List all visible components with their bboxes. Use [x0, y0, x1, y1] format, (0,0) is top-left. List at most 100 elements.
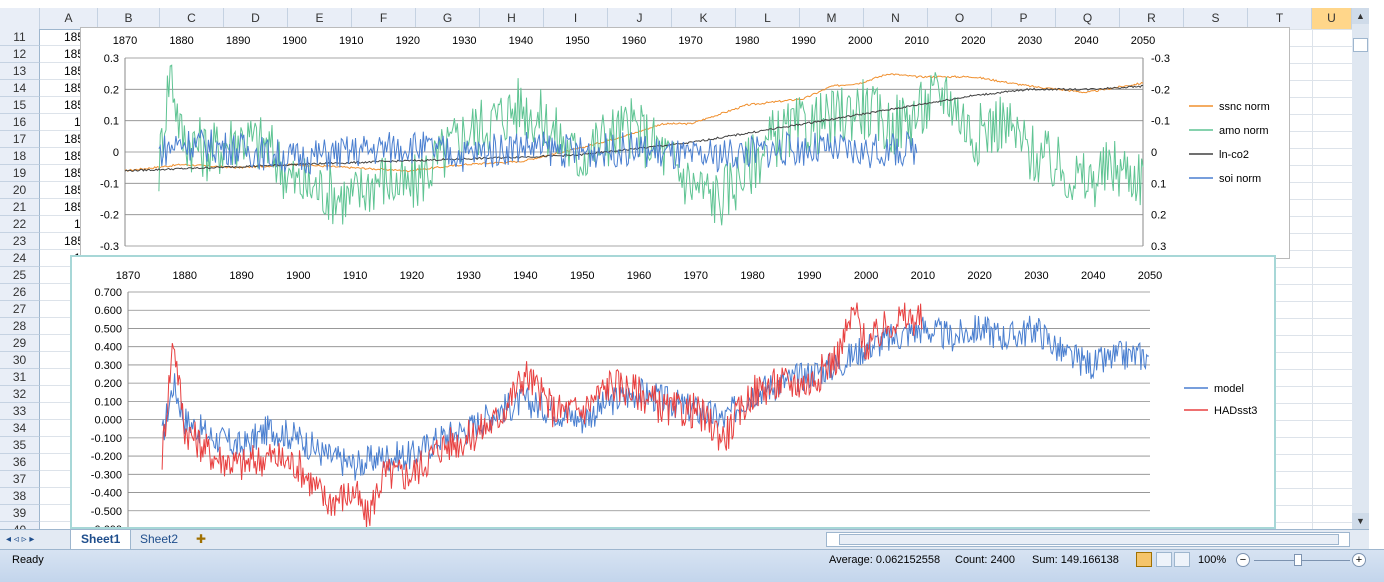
column-header-k[interactable]: K [672, 8, 736, 29]
column-header-o[interactable]: O [928, 8, 992, 29]
normal-view-icon[interactable] [1136, 552, 1152, 567]
column-header-f[interactable]: F [352, 8, 416, 29]
column-header-h[interactable]: H [480, 8, 544, 29]
tab-sheet1[interactable]: Sheet1 [70, 530, 132, 550]
row-header[interactable]: 23 [0, 233, 40, 250]
row-header[interactable]: 11 [0, 29, 40, 46]
scroll-up-icon[interactable]: ▲ [1352, 8, 1369, 24]
vertical-scrollbar[interactable]: ▲ ▼ [1352, 8, 1369, 529]
row-header[interactable]: 13 [0, 63, 40, 80]
y-tick-label: 0.2 [104, 84, 119, 96]
row-header[interactable]: 25 [0, 267, 40, 284]
row-header[interactable]: 32 [0, 386, 40, 403]
row-header[interactable]: 30 [0, 352, 40, 369]
row-header[interactable]: 35 [0, 437, 40, 454]
column-header-b[interactable]: B [98, 8, 160, 29]
column-header-m[interactable]: M [800, 8, 864, 29]
x-tick-label: 2000 [854, 270, 878, 282]
column-header-s[interactable]: S [1184, 8, 1248, 29]
y-tick-label: 0.3 [104, 53, 119, 65]
column-header-l[interactable]: L [736, 8, 800, 29]
column-header-i[interactable]: I [544, 8, 608, 29]
y-tick-label: 0.1 [104, 116, 119, 128]
row-header[interactable]: 37 [0, 471, 40, 488]
column-header-r[interactable]: R [1120, 8, 1184, 29]
column-header-j[interactable]: J [608, 8, 672, 29]
row-header[interactable]: 28 [0, 318, 40, 335]
row-header[interactable]: 36 [0, 454, 40, 471]
row-header[interactable]: 31 [0, 369, 40, 386]
row-header[interactable]: 26 [0, 284, 40, 301]
y-tick-label: 0.400 [94, 342, 122, 354]
y-tick-label: 0.700 [94, 287, 122, 299]
series-line-ssnc-norm [124, 73, 1144, 173]
zoom-level: 100% [1198, 554, 1227, 566]
page-break-icon[interactable] [1174, 552, 1190, 567]
column-header-d[interactable]: D [224, 8, 288, 29]
row-header[interactable]: 14 [0, 80, 40, 97]
row-header[interactable]: 16 [0, 114, 40, 131]
series-line-ln-co2 [124, 84, 1144, 172]
column-header-n[interactable]: N [864, 8, 928, 29]
row-header[interactable]: 15 [0, 97, 40, 114]
x-tick-label: 1980 [740, 270, 764, 282]
column-header-e[interactable]: E [288, 8, 352, 29]
column-header-q[interactable]: Q [1056, 8, 1120, 29]
x-tick-label: 1920 [396, 35, 420, 47]
row-header[interactable]: 34 [0, 420, 40, 437]
horizontal-scrollbar[interactable] [826, 532, 1350, 547]
status-count: Count: 2400 [955, 554, 1015, 566]
x-tick-label: 1920 [400, 270, 424, 282]
row-header[interactable]: 24 [0, 250, 40, 267]
x-tick-label: 1970 [678, 35, 702, 47]
x-tick-label: 1980 [735, 35, 759, 47]
scroll-down-icon[interactable]: ▼ [1352, 513, 1369, 529]
row-header[interactable]: 39 [0, 505, 40, 522]
x-tick-label: 1990 [791, 35, 815, 47]
y-tick-label: -0.1 [100, 178, 119, 190]
page-layout-icon[interactable] [1156, 552, 1172, 567]
zoom-out-icon[interactable]: − [1236, 553, 1250, 567]
tab-nav-icons[interactable]: ◂ ◃ ▹ ▸ [6, 534, 35, 545]
row-header[interactable]: 33 [0, 403, 40, 420]
row-header[interactable]: 38 [0, 488, 40, 505]
row-header[interactable]: 22 [0, 216, 40, 233]
row-header[interactable]: 21 [0, 199, 40, 216]
tab-sheet2[interactable]: Sheet2 [140, 532, 179, 546]
zoom-in-icon[interactable]: + [1352, 553, 1366, 567]
column-header-g[interactable]: G [416, 8, 480, 29]
x-tick-label: 1910 [343, 270, 367, 282]
scroll-thumb[interactable] [1353, 38, 1368, 52]
row-header[interactable]: 27 [0, 301, 40, 318]
row-header[interactable]: 12 [0, 46, 40, 63]
x-tick-label: 1990 [797, 270, 821, 282]
row-header[interactable]: 17 [0, 131, 40, 148]
sheet-tab-bar: ◂ ◃ ▹ ▸ Sheet1 Sheet2 ✚ [0, 529, 1369, 550]
zoom-slider-track[interactable] [1254, 560, 1350, 561]
y-tick-label: 0.500 [94, 323, 122, 335]
status-bar: Ready Average: 0.062152558 Count: 2400 S… [0, 549, 1384, 582]
x-tick-label: 2020 [967, 270, 991, 282]
chart-bottom[interactable]: 0.700 0.600 0.500 0.400 0.300 0.200 0.100 0.000… [70, 255, 1276, 536]
x-tick-label: 1880 [173, 270, 197, 282]
column-header-t[interactable]: T [1248, 8, 1312, 29]
zoom-slider-handle[interactable] [1294, 554, 1302, 566]
y-tick-label: -0.100 [91, 433, 122, 445]
row-header[interactable]: 18 [0, 148, 40, 165]
row-header[interactable]: 29 [0, 335, 40, 352]
y-tick-label: -0.200 [91, 451, 122, 463]
column-header-u[interactable]: U [1312, 8, 1352, 29]
column-header-c[interactable]: C [160, 8, 224, 29]
row-header[interactable]: 19 [0, 165, 40, 182]
column-header-p[interactable]: P [992, 8, 1056, 29]
row-header[interactable]: 20 [0, 182, 40, 199]
y-tick-label: 0.600 [94, 305, 122, 317]
x-tick-label: 1960 [627, 270, 651, 282]
hscroll-thumb[interactable] [839, 534, 1339, 545]
insert-sheet-icon[interactable]: ✚ [196, 532, 207, 546]
column-header-a[interactable]: A [40, 8, 98, 29]
chart-top[interactable]: 0.3 0.2 0.1 0 -0.1 -0.2 -0.3 -0.3 -0.2 -0.1 0 0.1 0.… [80, 27, 1290, 259]
select-all-corner[interactable] [0, 8, 40, 29]
y-tick-label: -0.400 [91, 488, 122, 500]
chart-bottom-svg: 0.700 0.600 0.500 0.400 0.300 0.200 0.100 0.000… [91, 270, 1258, 536]
